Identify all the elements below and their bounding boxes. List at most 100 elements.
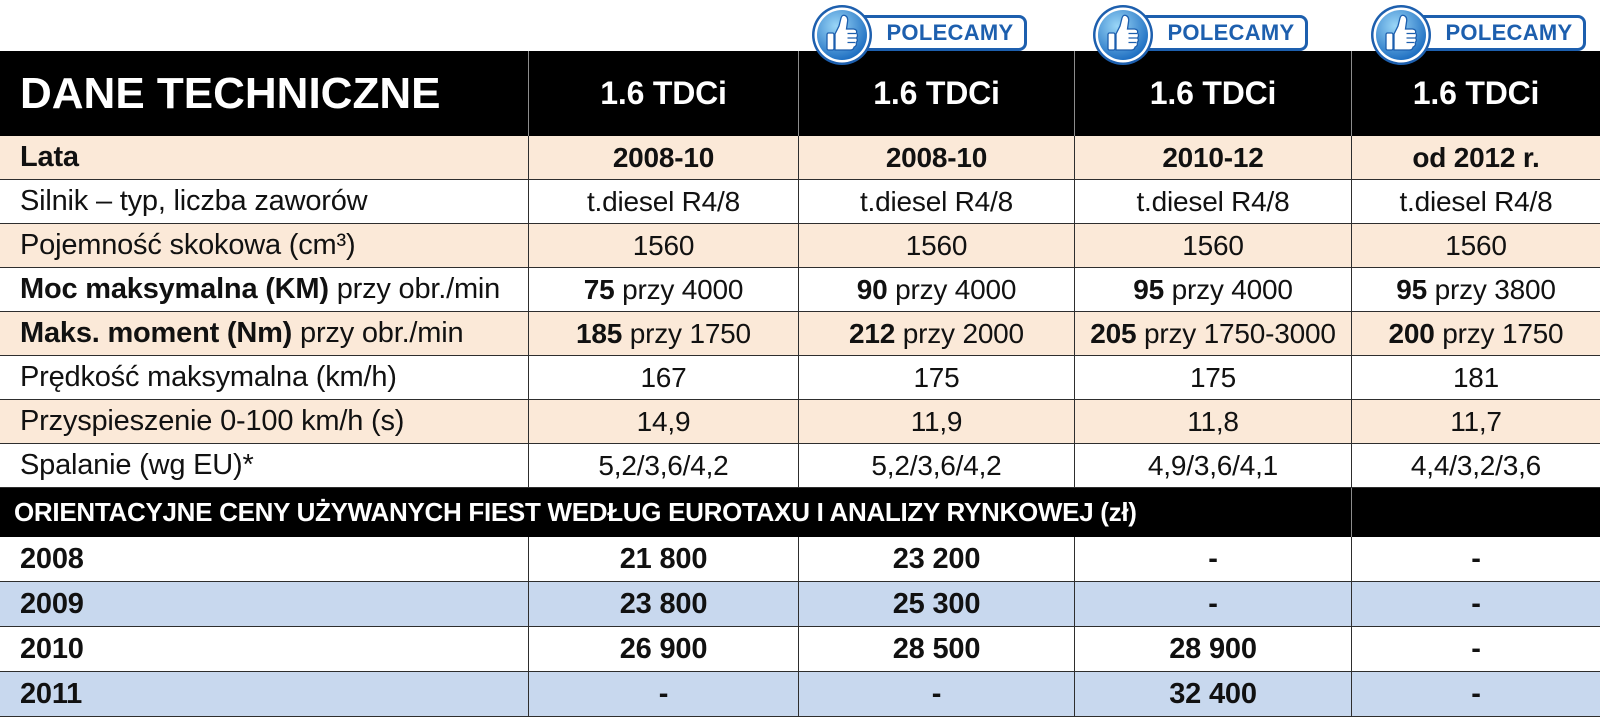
- spec-value: 5,2/3,6/4,2: [529, 444, 799, 488]
- column-header: 1.6 TDCi: [1075, 51, 1352, 136]
- spec-value-text: 75 przy 4000: [584, 274, 744, 306]
- thumbs-up-icon: [812, 5, 872, 65]
- badge-label-box: POLECAMY: [1128, 15, 1308, 51]
- spec-value: 181: [1352, 356, 1600, 400]
- power-rpm: przy 4000: [895, 273, 1017, 305]
- badge-label-box: POLECAMY: [847, 15, 1027, 51]
- spec-label: Prędkość maksymalna (km/h): [0, 356, 529, 400]
- spec-value-text: 95 przy 4000: [1133, 274, 1293, 306]
- spec-value: t.diesel R4/8: [1075, 180, 1352, 224]
- price-value: -: [1352, 582, 1600, 627]
- price-year: 2010: [0, 627, 529, 672]
- spec-value: 212 przy 2000: [799, 312, 1075, 356]
- badge-label: POLECAMY: [886, 20, 1014, 45]
- spec-value: od 2012 r.: [1352, 136, 1600, 180]
- spec-value: t.diesel R4/8: [799, 180, 1075, 224]
- torque-rpm: przy 1750: [1442, 317, 1564, 349]
- torque-value: 212: [849, 317, 896, 349]
- spec-label: Przyspieszenie 0-100 km/h (s): [0, 400, 529, 444]
- spec-value: 4,4/3,2/3,6: [1352, 444, 1600, 488]
- price-value: 26 900: [529, 627, 799, 672]
- spec-label: Pojemność skokowa (cm³): [0, 224, 529, 268]
- spec-value-text: 185 przy 1750: [576, 318, 751, 350]
- price-year: 2011: [0, 672, 529, 717]
- price-value: -: [1352, 537, 1600, 582]
- power-value: 75: [583, 273, 615, 305]
- price-value: -: [1075, 537, 1352, 582]
- spec-value-text: 212 przy 2000: [849, 318, 1024, 350]
- spec-value: 1560: [1352, 224, 1600, 268]
- badge-label-box: POLECAMY: [1406, 15, 1586, 51]
- spec-label-note: przy obr./min: [300, 317, 464, 349]
- price-value: -: [799, 672, 1075, 717]
- price-value: 28 900: [1075, 627, 1352, 672]
- spec-value: 175: [1075, 356, 1352, 400]
- spec-value: 1560: [529, 224, 799, 268]
- torque-rpm: przy 1750-3000: [1143, 317, 1336, 349]
- price-value: 23 800: [529, 582, 799, 627]
- column-header: 1.6 TDCi: [1352, 51, 1600, 136]
- column-header: 1.6 TDCi: [799, 51, 1075, 136]
- spec-value: 2008-10: [799, 136, 1075, 180]
- spec-value: 167: [529, 356, 799, 400]
- price-value: -: [1075, 582, 1352, 627]
- power-rpm: przy 4000: [1171, 273, 1293, 305]
- spec-value: 90 przy 4000: [799, 268, 1075, 312]
- spec-value: 4,9/3,6/4,1: [1075, 444, 1352, 488]
- spec-value: 205 przy 1750-3000: [1075, 312, 1352, 356]
- spec-value: 200 przy 1750: [1352, 312, 1600, 356]
- spec-value: t.diesel R4/8: [529, 180, 799, 224]
- spec-value: 1560: [799, 224, 1075, 268]
- price-value: -: [529, 672, 799, 717]
- spec-value: 75 przy 4000: [529, 268, 799, 312]
- price-value: 25 300: [799, 582, 1075, 627]
- table-title: DANE TECHNICZNE: [0, 51, 529, 136]
- price-section-title: ORIENTACYJNE CENY UŻYWANYCH FIEST WEDŁUG…: [0, 488, 1352, 537]
- spec-label: Maks. moment (Nm) przy obr./min: [0, 312, 529, 356]
- spec-value: 2010-12: [1075, 136, 1352, 180]
- thumbs-up-icon: [1093, 5, 1153, 65]
- price-value: 21 800: [529, 537, 799, 582]
- torque-value: 185: [576, 317, 623, 349]
- torque-rpm: przy 1750: [629, 317, 751, 349]
- recommended-badge: POLECAMY: [1370, 4, 1590, 68]
- spec-value-text: 95 przy 3800: [1396, 274, 1556, 306]
- spec-value: 95 przy 3800: [1352, 268, 1600, 312]
- badge-label: POLECAMY: [1445, 20, 1573, 45]
- spec-value: 175: [799, 356, 1075, 400]
- spec-value: 1560: [1075, 224, 1352, 268]
- torque-value: 200: [1388, 317, 1435, 349]
- spec-label: Spalanie (wg EU)*: [0, 444, 529, 488]
- spec-label-main: Maks. moment (Nm): [20, 317, 293, 349]
- price-value: -: [1352, 672, 1600, 717]
- spec-table: DANE TECHNICZNE 1.6 TDCi 1.6 TDCi 1.6 TD…: [0, 51, 1600, 717]
- recommended-badge: POLECAMY: [1092, 4, 1312, 68]
- spec-value: t.diesel R4/8: [1352, 180, 1600, 224]
- spec-value: 11,9: [799, 400, 1075, 444]
- price-year: 2008: [0, 537, 529, 582]
- recommended-badge: POLECAMY: [811, 4, 1031, 68]
- price-value: 23 200: [799, 537, 1075, 582]
- spec-value: 5,2/3,6/4,2: [799, 444, 1075, 488]
- price-year: 2009: [0, 582, 529, 627]
- badge-label: POLECAMY: [1167, 20, 1295, 45]
- spec-value: 185 przy 1750: [529, 312, 799, 356]
- power-rpm: przy 4000: [622, 273, 744, 305]
- column-header: 1.6 TDCi: [529, 51, 799, 136]
- spec-value-text: 200 przy 1750: [1389, 318, 1564, 350]
- price-value: -: [1352, 627, 1600, 672]
- power-value: 95: [1133, 273, 1164, 305]
- power-value: 95: [1396, 273, 1427, 305]
- thumbs-up-icon: [1371, 5, 1431, 65]
- torque-value: 205: [1090, 317, 1137, 349]
- spec-value: 2008-10: [529, 136, 799, 180]
- spec-label-text: Moc maksymalna (KM) przy obr./min: [20, 273, 500, 306]
- spec-value-text: 90 przy 4000: [857, 274, 1017, 306]
- spec-value: 95 przy 4000: [1075, 268, 1352, 312]
- spec-label: Lata: [0, 136, 529, 180]
- price-value: 32 400: [1075, 672, 1352, 717]
- spec-label-note: przy obr./min: [336, 273, 501, 305]
- spec-label: Silnik – typ, liczba zaworów: [0, 180, 529, 224]
- spec-value: 11,8: [1075, 400, 1352, 444]
- spec-value-text: 205 przy 1750-3000: [1090, 318, 1336, 350]
